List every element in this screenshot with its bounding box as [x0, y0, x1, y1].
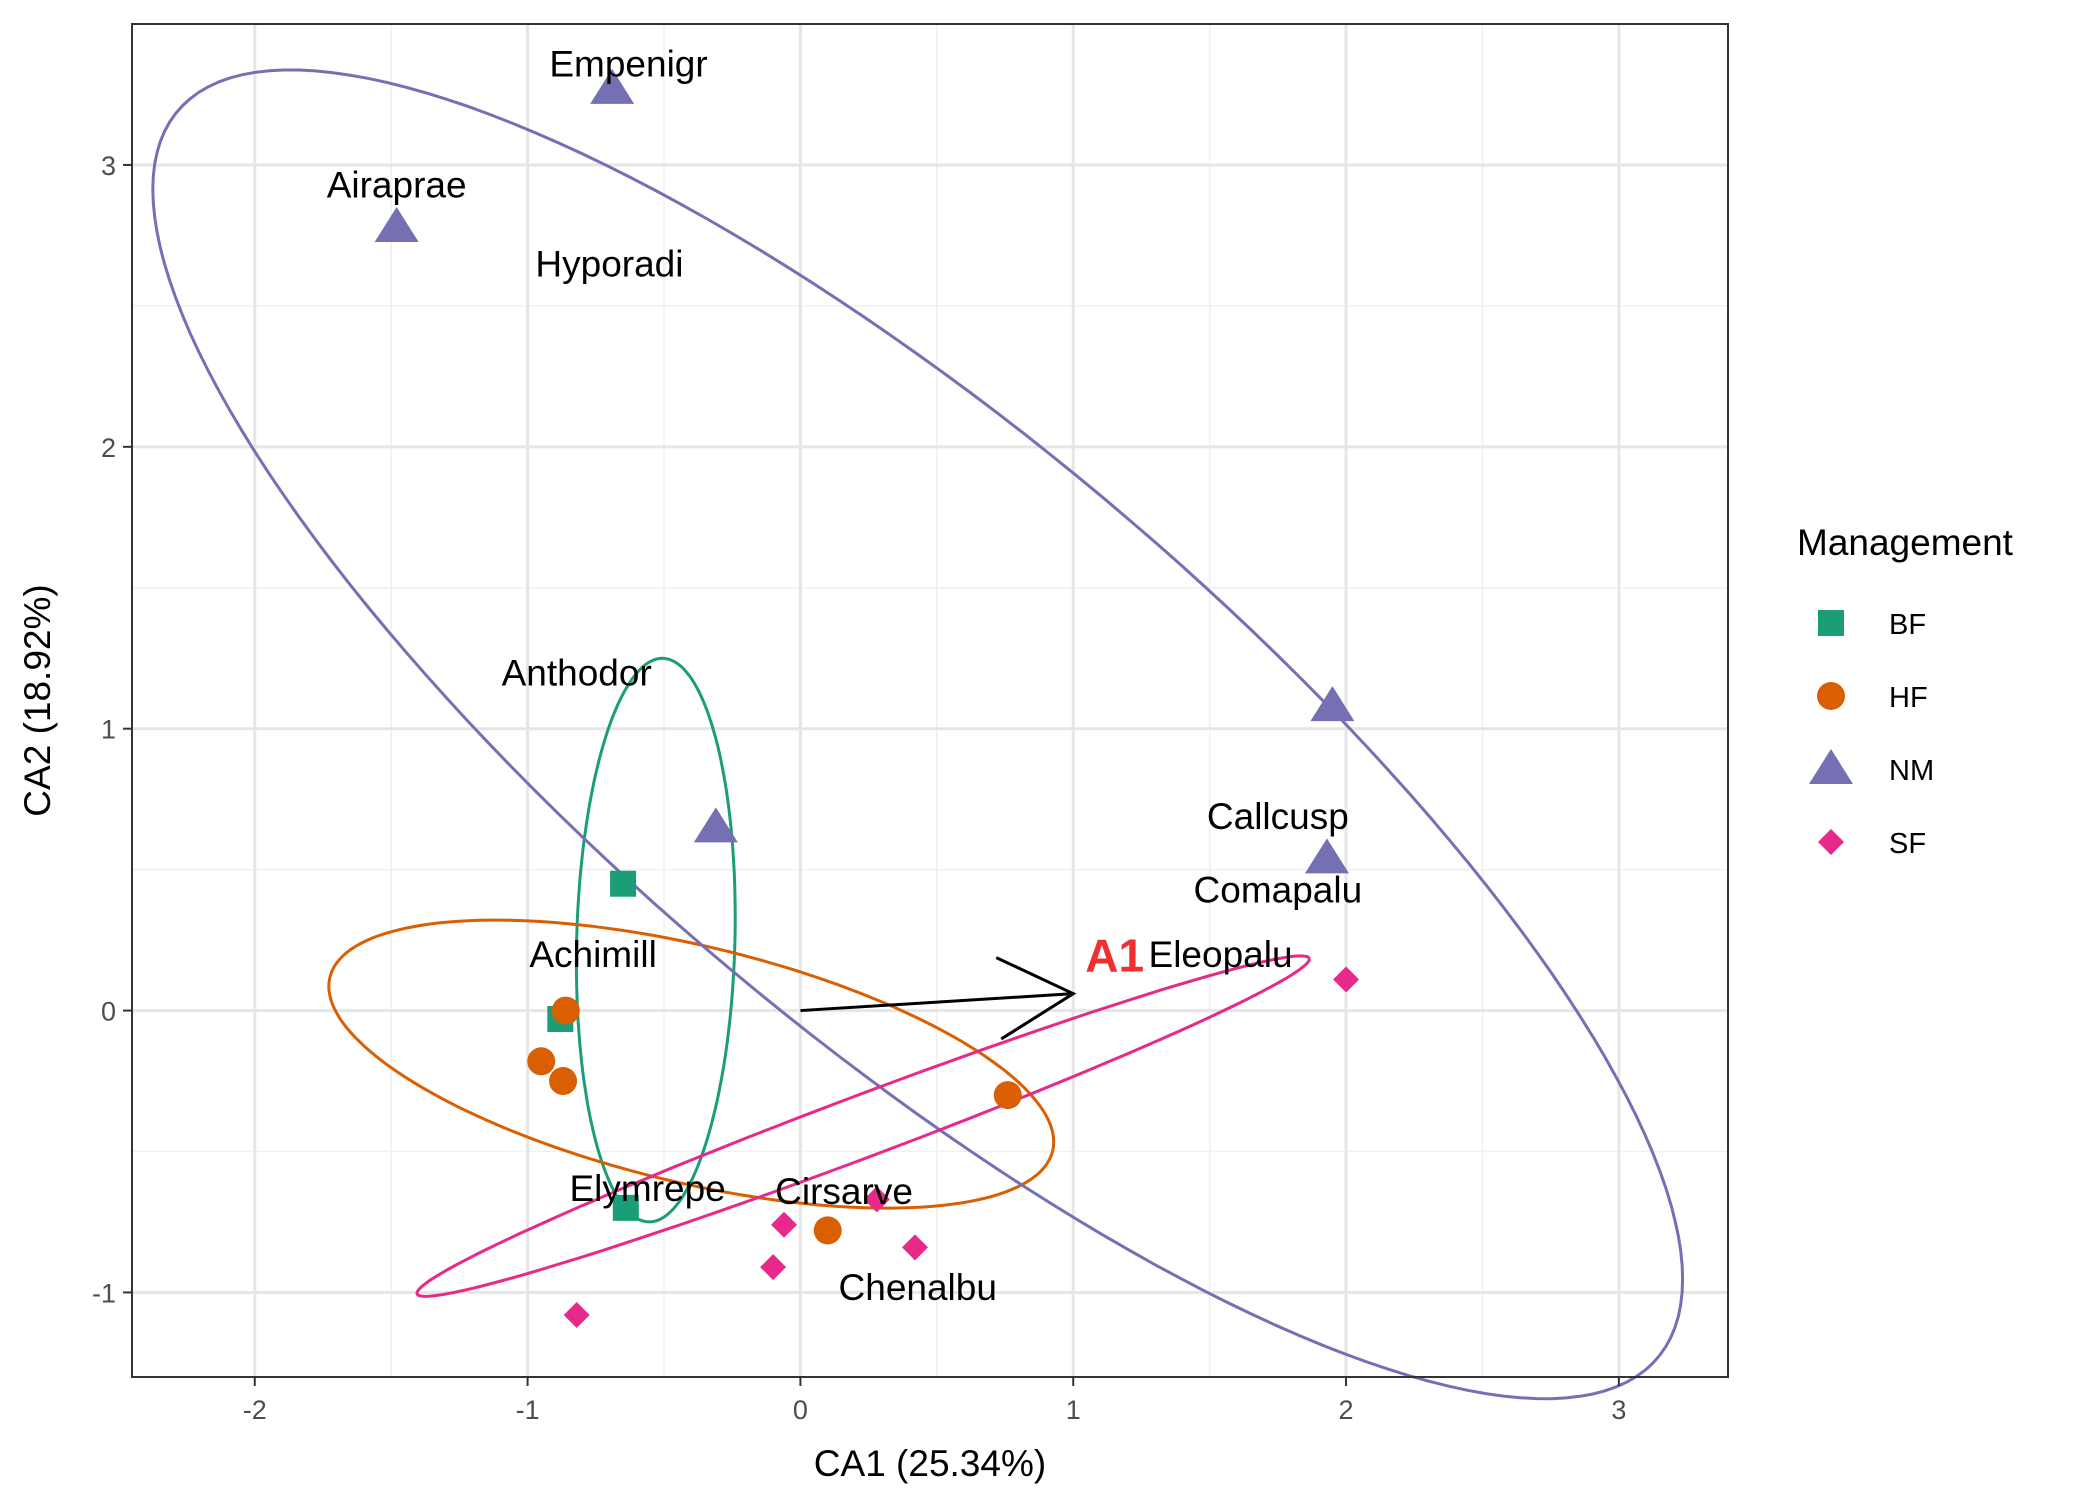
species-label: Airaprae	[327, 165, 467, 206]
confidence-ellipses	[151, 68, 1685, 1401]
species-label: Empenigr	[549, 43, 707, 84]
species-label: Eleopalu	[1149, 934, 1293, 975]
legend-label-bf: BF	[1889, 609, 1926, 641]
ellipse-hf	[327, 918, 1056, 1210]
point-sf	[563, 1301, 590, 1328]
x-tick-label: -2	[243, 1395, 267, 1425]
species-label: Anthodor	[502, 652, 652, 693]
legend-key-nm	[1809, 749, 1853, 784]
x-tick-label: 3	[1611, 1395, 1626, 1425]
site-points	[374, 68, 1360, 1328]
point-hf	[527, 1047, 556, 1076]
x-tick-label: 0	[793, 1395, 808, 1425]
x-tick-label: 1	[1066, 1395, 1081, 1425]
point-bf	[612, 1194, 639, 1221]
point-sf	[1333, 966, 1360, 993]
point-hf	[549, 1067, 578, 1096]
point-hf	[813, 1216, 842, 1245]
ellipse-sf	[415, 954, 1311, 1298]
major-gridlines	[132, 24, 1728, 1377]
y-tick-label: 3	[101, 151, 116, 181]
panel-border	[131, 23, 1729, 1378]
y-axis-title: CA2 (18.92%)	[17, 584, 58, 816]
species-label: Hyporadi	[535, 244, 683, 285]
species-label: Achimill	[529, 934, 656, 975]
legend-key-sf	[1818, 829, 1844, 855]
legend-key-hf	[1817, 682, 1845, 710]
species-labels: Empenigr Airaprae Hyporadi Anthodor Callcusp…	[327, 43, 1362, 1307]
point-nm	[1304, 838, 1349, 874]
point-sf	[901, 1234, 928, 1261]
y-tick-label: -1	[92, 1278, 116, 1308]
ellipse-nm	[151, 68, 1685, 1401]
legend-label-nm: NM	[1889, 755, 1934, 787]
arrow-shaft	[800, 992, 1074, 1013]
x-tick-label: -1	[516, 1395, 540, 1425]
point-hf	[551, 996, 580, 1025]
y-axis-ticks: -1 0 1 2 3	[92, 151, 132, 1308]
point-sf	[760, 1254, 787, 1281]
point-nm	[590, 68, 635, 104]
environmental-arrow: A1	[800, 930, 1144, 1041]
point-bf	[610, 870, 637, 897]
point-nm	[693, 807, 738, 843]
point-hf	[993, 1081, 1022, 1110]
legend: Management BF HF NM SF	[1797, 522, 2014, 860]
point-sf	[771, 1211, 798, 1238]
y-tick-label: 0	[101, 997, 116, 1027]
species-label: Cirsarve	[775, 1171, 913, 1212]
y-tick-label: 2	[101, 433, 116, 463]
arrow-head	[995, 956, 1077, 1041]
species-label: Comapalu	[1194, 869, 1363, 910]
species-label: Chenalbu	[839, 1267, 997, 1308]
point-sf	[863, 1186, 890, 1213]
minor-gridlines	[132, 23, 1728, 1377]
x-tick-label: 2	[1339, 1395, 1354, 1425]
x-axis-title: CA1 (25.34%)	[814, 1443, 1046, 1484]
species-label: Callcusp	[1207, 796, 1349, 837]
legend-key-bf	[1818, 610, 1844, 636]
legend-label-sf: SF	[1889, 828, 1926, 860]
legend-label-hf: HF	[1889, 682, 1928, 714]
x-axis-ticks: -2 -1 0 1 2 3	[243, 1377, 1626, 1425]
species-label: Elymrepe	[569, 1168, 725, 1209]
point-nm	[374, 206, 419, 242]
legend-title: Management	[1797, 522, 2014, 563]
point-nm	[1310, 686, 1355, 722]
y-tick-label: 1	[101, 715, 116, 745]
arrow-label: A1	[1085, 930, 1144, 982]
